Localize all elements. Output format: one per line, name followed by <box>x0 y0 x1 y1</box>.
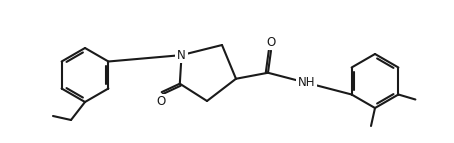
Text: O: O <box>156 95 165 108</box>
Text: N: N <box>177 49 186 62</box>
Text: NH: NH <box>298 76 316 89</box>
Text: O: O <box>266 36 276 49</box>
